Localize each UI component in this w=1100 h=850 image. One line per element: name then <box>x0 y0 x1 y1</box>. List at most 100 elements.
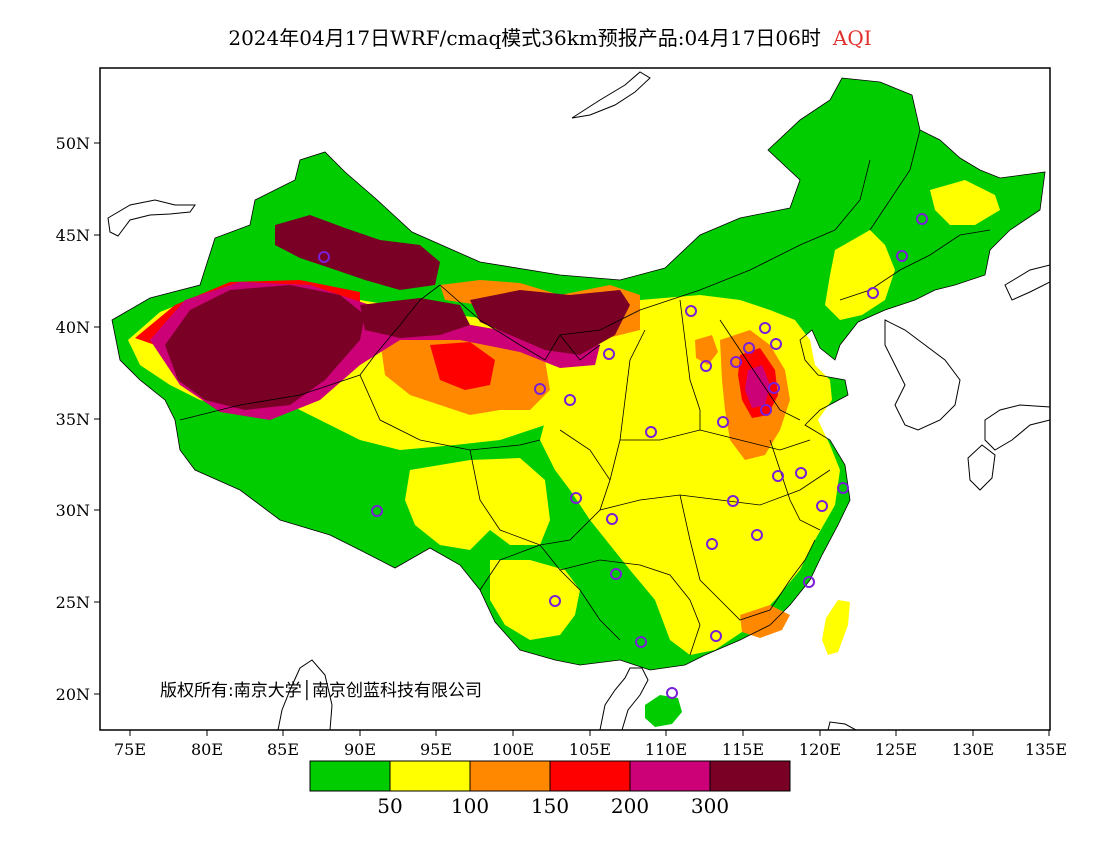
station-marker-taiyuan <box>700 360 712 372</box>
station-marker-shijiazhuang <box>730 356 742 368</box>
hazardous-zone-dzungaria <box>275 215 440 290</box>
station-marker-yinchuan <box>603 348 615 360</box>
map-content <box>107 71 1050 730</box>
map-frame <box>99 67 1051 731</box>
station-marker-xining <box>534 383 546 395</box>
station-marker-kunming <box>549 595 561 607</box>
x-tick-label: 120E <box>799 740 841 759</box>
station-marker-shanghai <box>837 482 849 494</box>
station-marker-lhasa <box>371 505 383 517</box>
station-marker-hangzhou <box>816 500 828 512</box>
unhealthy-sensitive-zone-shanxi <box>695 335 718 365</box>
station-marker-changchun <box>896 250 908 262</box>
station-marker-wuhan <box>727 495 739 507</box>
station-marker-xian <box>645 426 657 438</box>
border-fujian <box>789 539 816 581</box>
station-marker-nanjing <box>795 467 807 479</box>
border-shaanxi <box>609 329 646 481</box>
japan-hokkaido-outline <box>1004 264 1050 301</box>
station-marker-lanzhou <box>564 394 576 406</box>
border-guizhou-guangxi <box>559 559 701 656</box>
station-marker-zhengzhou-east <box>760 404 772 416</box>
border-central <box>599 469 831 511</box>
station-marker-hohhot <box>685 305 697 317</box>
province-borders <box>111 77 1046 671</box>
border-shanxi <box>679 299 701 430</box>
y-axis-labels: 50N 45N 40N 35N 30N 25N 20N <box>56 134 90 704</box>
axis-ticks <box>94 142 1050 736</box>
y-tick-label: 35N <box>56 410 90 429</box>
station-marker-nanchang <box>751 529 763 541</box>
station-marker-harbin <box>916 213 928 225</box>
colorbar-swatch-unhealthy <box>549 760 631 792</box>
station-marker-shenyang <box>867 287 879 299</box>
colorbar-label: 100 <box>451 794 489 818</box>
colorbar: 50 100 150 200 300 <box>309 760 791 818</box>
kyushu-outline <box>967 444 996 491</box>
station-marker-chongqing <box>606 513 618 525</box>
y-tick-label: 45N <box>56 226 90 245</box>
station-marker-tianjin <box>770 338 782 350</box>
border-hunan-jiangxi <box>679 494 791 621</box>
station-marker-chengdu <box>570 492 582 504</box>
coastlines <box>107 71 1050 730</box>
x-tick-label: 80E <box>191 740 223 759</box>
colorbar-label: 150 <box>531 794 569 818</box>
station-marker-haikou <box>666 687 678 699</box>
station-marker-beijing <box>759 322 771 334</box>
y-tick-label: 20N <box>56 685 90 704</box>
title-text: 2024年04月17日WRF/cmaq模式36km预报产品:04月17日06时 <box>228 26 821 50</box>
moderate-zone-tibet <box>405 458 550 550</box>
moderate-zone-yunnan <box>490 560 580 640</box>
lake-balkhash-outline <box>107 199 196 237</box>
x-tick-label: 85E <box>267 740 299 759</box>
colorbar-label: 50 <box>377 794 402 818</box>
y-tick-label: 50N <box>56 134 90 153</box>
moderate-zone-heilongjiang <box>930 180 1000 225</box>
station-marker-changsha <box>706 538 718 550</box>
border-northeast-1 <box>839 229 991 301</box>
city-stations <box>318 213 928 699</box>
station-marker-hefei <box>772 470 784 482</box>
border-hebei-shandong <box>719 319 801 421</box>
x-tick-label: 90E <box>344 740 376 759</box>
border-sichuan <box>469 429 611 546</box>
station-marker-urumqi <box>318 251 330 263</box>
y-tick-label: 30N <box>56 501 90 520</box>
very-unhealthy-zone-hebei <box>745 365 770 408</box>
korea-outline <box>884 319 961 431</box>
hazardous-zone-kumtag <box>360 298 470 338</box>
y-tick-label: 40N <box>56 318 90 337</box>
x-tick-label: 130E <box>952 740 994 759</box>
station-marker-jinan <box>768 382 780 394</box>
border-tibet-qinghai <box>359 374 541 451</box>
border-henan-hubei <box>620 429 811 451</box>
station-marker-guangzhou <box>710 630 722 642</box>
border-qinghai-gansu <box>439 284 601 361</box>
colorbar-swatch-moderate <box>389 760 471 792</box>
copyright-text: 版权所有:南京大学│南京创蓝科技有限公司 <box>160 680 482 701</box>
station-marker-nanning <box>635 636 647 648</box>
title-variable: AQI <box>832 26 872 50</box>
colorbar-swatch-very-unhealthy <box>629 760 711 792</box>
unhealthy-zone-qinghai <box>430 342 495 390</box>
colorbar-swatch-hazardous <box>709 760 791 792</box>
moderate-zone-northeast <box>825 230 895 320</box>
x-tick-label: 125E <box>875 740 917 759</box>
border-inner-mongolia <box>559 159 871 336</box>
station-marker-guiyang <box>610 568 622 580</box>
x-tick-label: 95E <box>420 740 452 759</box>
x-tick-label: 135E <box>1025 740 1067 759</box>
colorbar-label: 300 <box>691 794 729 818</box>
map-title: 2024年04月17日WRF/cmaq模式36km预报产品:04月17日06时 A… <box>0 22 1100 51</box>
colorbar-swatch-good <box>309 760 391 792</box>
unhealthy-sensitive-zone-guangdong <box>740 605 790 638</box>
japan-outline <box>984 404 1050 451</box>
x-tick-label: 75E <box>114 740 146 759</box>
border-northeast-2 <box>869 129 921 231</box>
border-xinjiang <box>179 284 441 421</box>
x-tick-label: 100E <box>492 740 534 759</box>
station-marker-qingdao <box>743 342 755 354</box>
station-marker-fuzhou <box>803 576 815 588</box>
